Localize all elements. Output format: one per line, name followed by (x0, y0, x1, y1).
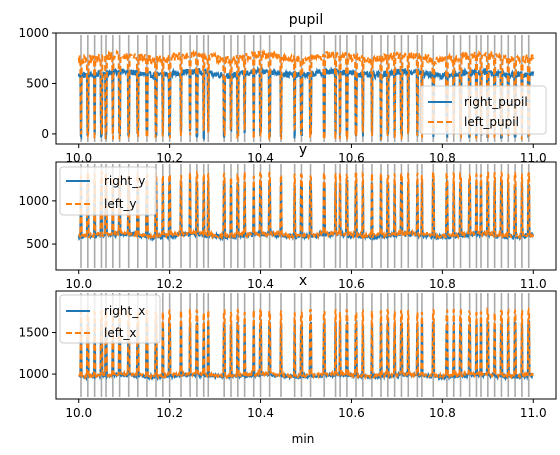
x-tick-label: 10.2 (156, 406, 183, 420)
x-tick-label: 10.6 (338, 277, 365, 291)
legend-label-left-pupil: left_pupil (464, 115, 519, 129)
series-line-left-pupil (77, 48, 535, 143)
x-tick-label: 10.4 (247, 151, 274, 165)
panel-title: y (299, 142, 307, 158)
plot-frame (55, 290, 557, 400)
series-line-left-x (78, 306, 534, 381)
y-tick-label: 1000 (18, 194, 49, 208)
x-tick-label: 10.0 (65, 151, 92, 165)
y-tick-label: 1000 (18, 26, 49, 40)
x-tick-label: 10.6 (338, 151, 365, 165)
x-tick-label: 10.8 (429, 151, 456, 165)
x-tick-label: 10.8 (429, 406, 456, 420)
x-tick-label: 10.0 (65, 277, 92, 291)
legend: right_pupil left_pupil (419, 85, 547, 135)
plot-frame (55, 32, 557, 145)
x-tick-label: 11.0 (520, 406, 547, 420)
panel-title: x (299, 273, 307, 289)
x-tick-label: 10.4 (247, 406, 274, 420)
x-tick-label: 10.2 (156, 277, 183, 291)
legend-label-right-y: right_y (104, 174, 145, 188)
plot-frame (55, 161, 557, 271)
panel-y: y 10.0 10.2 10.4 10.6 10.8 11.0 500 1000 right… (18, 142, 557, 291)
legend: right_x left_x (59, 294, 161, 344)
panel-title: pupil (289, 12, 323, 28)
legend-label-right-x: right_x (104, 304, 145, 318)
x-tick-label: 10.0 (65, 406, 92, 420)
x-tick-label: 10.4 (247, 277, 274, 291)
y-tick-label: 1000 (18, 367, 49, 381)
x-tick-label: 10.6 (338, 406, 365, 420)
x-tick-label: 10.8 (429, 277, 456, 291)
legend-label-right-pupil: right_pupil (464, 95, 528, 109)
legend-label-left-x: left_x (104, 326, 137, 340)
legend: right_y left_y (59, 166, 157, 216)
series-line-right-pupil (77, 65, 535, 141)
x-tick-label: 11.0 (520, 151, 547, 165)
y-tick-label: 500 (26, 76, 49, 90)
series-line-left-y (78, 169, 535, 241)
x-axis-label: min (292, 432, 315, 446)
y-tick-label: 500 (26, 237, 49, 251)
panel-x: x 10.0 10.2 10.4 10.6 10.8 11.0 1000 1500 righ… (18, 273, 557, 446)
panel-pupil: pupil 10.0 10.2 10.4 10.6 10.8 11.0 05001000 … (18, 12, 557, 165)
x-tick-label: 11.0 (520, 277, 547, 291)
x-tick-label: 10.2 (156, 151, 183, 165)
y-tick-label: 0 (41, 127, 49, 141)
legend-label-left-y: left_y (104, 197, 137, 211)
y-tick-label: 1500 (18, 326, 49, 340)
